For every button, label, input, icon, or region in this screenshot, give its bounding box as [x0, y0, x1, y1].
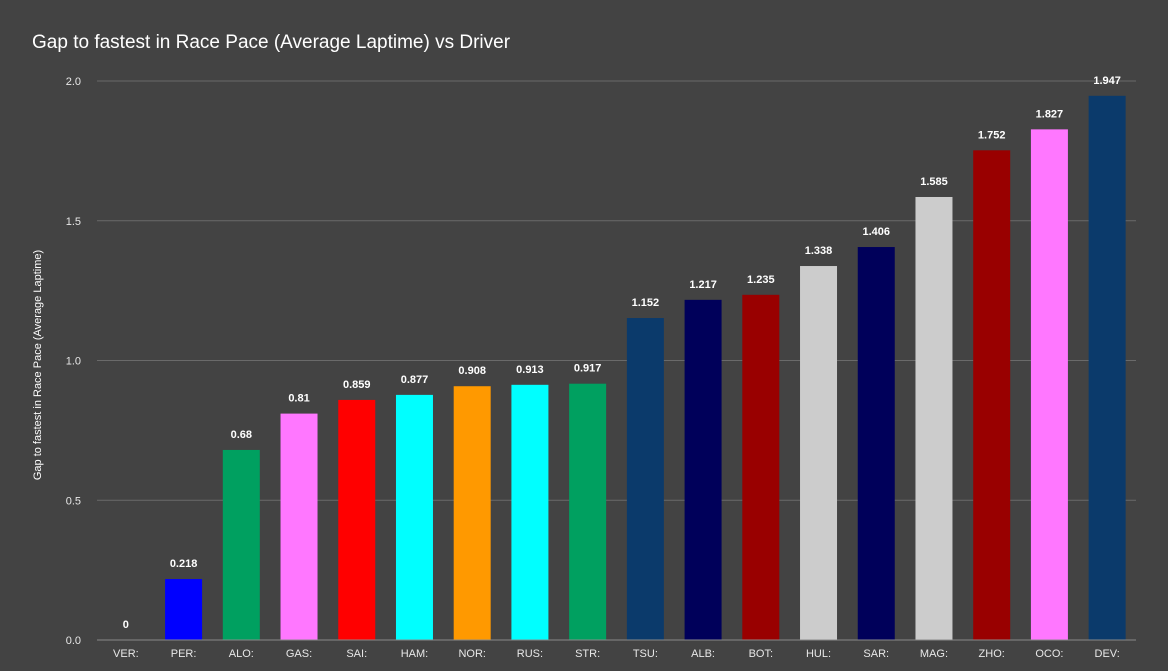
data-label: 0: [123, 619, 129, 631]
bar: [915, 196, 953, 640]
data-label: 0.877: [401, 374, 429, 386]
data-label: 1.406: [862, 226, 890, 238]
data-label: 0.218: [170, 558, 198, 570]
data-label: 1.585: [920, 176, 948, 188]
x-tick-label: ZHO:: [979, 648, 1005, 660]
x-tick-label: TSU:: [633, 648, 658, 660]
data-labels: 0 0.218 0.68 0.81 0.859 0.877 0.908 0.913 0.917 1…: [123, 75, 1121, 631]
y-tick-label: 0.5: [66, 495, 81, 507]
y-tick-labels: 0.0 0.5 1.0 1.5 2.0: [66, 76, 81, 647]
x-tick-label: ALO:: [229, 648, 254, 660]
data-label: 1.827: [1036, 108, 1064, 120]
bar: [453, 386, 491, 640]
bar: [395, 394, 433, 640]
bars: [165, 95, 1126, 641]
x-tick-label: OCO:: [1035, 648, 1063, 660]
bar: [626, 318, 664, 640]
x-tick-label: VER:: [113, 648, 139, 660]
bar: [165, 579, 203, 640]
data-label: 1.947: [1093, 75, 1121, 87]
bar: [742, 294, 780, 640]
data-label: 1.152: [632, 297, 660, 309]
x-tick-label: ALB:: [691, 648, 715, 660]
y-tick-label: 1.0: [66, 356, 81, 368]
bar: [569, 383, 607, 640]
x-tick-label: BOT:: [749, 648, 773, 660]
data-label: 0.859: [343, 379, 371, 391]
bar: [511, 384, 549, 640]
data-label: 1.217: [689, 279, 717, 291]
bar: [1088, 95, 1126, 641]
data-label: 1.752: [978, 129, 1006, 141]
data-label: 0.68: [231, 429, 252, 441]
bar: [222, 449, 260, 640]
x-tick-label: HUL:: [806, 648, 831, 660]
data-label: 1.338: [805, 245, 833, 257]
data-label: 0.908: [458, 365, 486, 377]
x-tick-label: PER:: [171, 648, 197, 660]
x-tick-label: GAS:: [286, 648, 312, 660]
x-tick-label: MAG:: [920, 648, 948, 660]
x-tick-label: STR:: [575, 648, 600, 660]
bar: [973, 150, 1011, 641]
x-tick-label: HAM:: [401, 648, 429, 660]
data-label: 1.235: [747, 274, 775, 286]
y-axis-label: Gap to fastest in Race Pace (Average Lap…: [32, 250, 44, 480]
bar: [800, 266, 838, 640]
x-tick-label: SAR:: [863, 648, 889, 660]
data-label: 0.913: [516, 364, 544, 376]
bar: [280, 413, 318, 640]
chart-title: Gap to fastest in Race Pace (Average Lap…: [32, 32, 511, 53]
gridlines: [97, 80, 1136, 501]
bar: [338, 399, 376, 640]
x-tick-label: SAI:: [346, 648, 367, 660]
x-tick-label: DEV:: [1095, 648, 1120, 660]
y-tick-label: 0.0: [66, 635, 81, 647]
y-tick-label: 2.0: [66, 76, 81, 88]
data-label: 0.917: [574, 363, 602, 375]
bar: [857, 247, 895, 640]
x-tick-label: NOR:: [458, 648, 486, 660]
y-tick-label: 1.5: [66, 216, 81, 228]
bar: [684, 299, 722, 640]
x-tick-label: RUS:: [517, 648, 543, 660]
data-label: 0.81: [288, 393, 309, 405]
x-tick-labels: VER: PER: ALO: GAS: SAI: HAM: NOR: RUS: STR: TSU:…: [113, 648, 1120, 660]
bar: [1030, 129, 1068, 640]
